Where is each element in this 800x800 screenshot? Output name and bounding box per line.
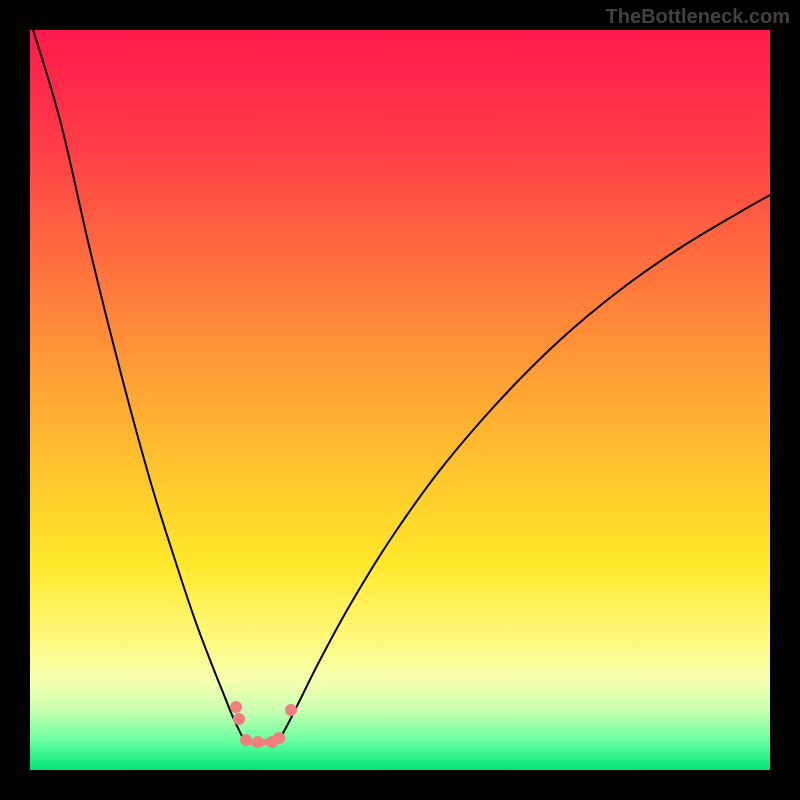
watermark-text: TheBottleneck.com bbox=[606, 6, 790, 29]
curves-layer bbox=[30, 30, 770, 770]
curve-left bbox=[30, 30, 245, 742]
plot-area bbox=[30, 30, 770, 770]
trough-marker bbox=[285, 704, 297, 716]
trough-marker bbox=[273, 732, 285, 744]
curve-right bbox=[278, 195, 770, 742]
trough-marker bbox=[252, 736, 264, 748]
trough-marker bbox=[240, 734, 252, 746]
trough-marker bbox=[233, 713, 245, 725]
trough-marker bbox=[230, 701, 242, 713]
